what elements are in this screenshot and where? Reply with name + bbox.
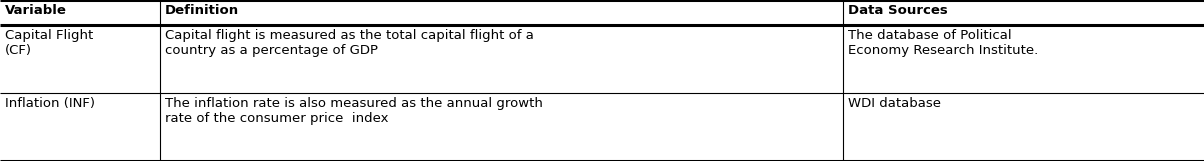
Text: The inflation rate is also measured as the annual growth
rate of the consumer pr: The inflation rate is also measured as t… [165,97,543,125]
Text: The database of Political
Economy Research Institute.: The database of Political Economy Resear… [848,29,1038,57]
Text: Inflation (INF): Inflation (INF) [5,97,95,110]
Text: Data Sources: Data Sources [848,4,948,17]
Text: Variable: Variable [5,4,67,17]
Text: WDI database: WDI database [848,97,940,110]
Text: Capital Flight
(CF): Capital Flight (CF) [5,29,93,57]
Text: Definition: Definition [165,4,240,17]
Text: Capital flight is measured as the total capital flight of a
country as a percent: Capital flight is measured as the total … [165,29,535,57]
